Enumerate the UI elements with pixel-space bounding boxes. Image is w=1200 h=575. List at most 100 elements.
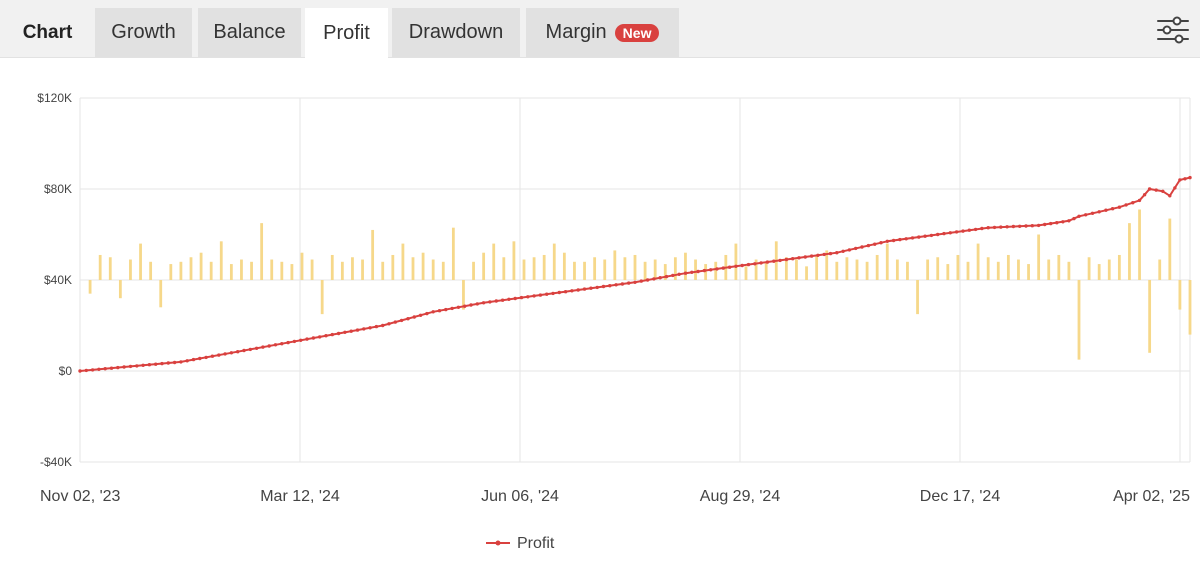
line-point	[645, 278, 650, 282]
tab-profit[interactable]: Profit	[305, 8, 388, 58]
bar	[240, 259, 243, 280]
line-point	[330, 332, 334, 337]
line-point	[128, 364, 133, 369]
line-point	[614, 283, 618, 287]
bar	[805, 266, 808, 280]
bar	[290, 264, 294, 280]
line-point	[198, 356, 202, 361]
line-point	[873, 242, 877, 246]
bar	[623, 257, 627, 280]
line-point	[355, 328, 360, 332]
chart-legend[interactable]: Profit	[486, 535, 555, 552]
line-point	[513, 296, 517, 301]
bar	[451, 227, 455, 280]
bar	[542, 254, 546, 280]
line-point	[601, 284, 606, 289]
y-axis: -$40K $0 $40K $80K $120K	[37, 91, 72, 469]
line-point	[992, 225, 997, 230]
line-point	[242, 348, 246, 353]
tab-balance[interactable]: Balance	[198, 8, 301, 57]
bar	[512, 241, 516, 280]
line-point	[658, 276, 662, 280]
line-point	[1147, 187, 1152, 191]
bar	[199, 252, 203, 280]
bar	[310, 259, 314, 280]
y-tick-label: -$40K	[40, 455, 72, 469]
line-point	[374, 324, 379, 329]
bar	[895, 259, 899, 280]
tab-margin[interactable]: Margin New	[526, 8, 679, 57]
bar	[411, 257, 415, 280]
line-point	[172, 360, 177, 365]
bar	[351, 257, 354, 280]
bar	[149, 261, 153, 280]
line-point	[292, 339, 297, 344]
line-point	[570, 289, 574, 293]
bar	[169, 264, 173, 280]
bar	[1087, 257, 1091, 280]
line-point	[368, 326, 372, 330]
bar	[260, 223, 264, 280]
x-axis: Nov 02, '23 Mar 12, '24 Jun 06, '24 Aug 29,…	[40, 488, 1190, 505]
bar	[562, 252, 566, 280]
legend-label-profit: Profit	[517, 535, 555, 552]
line-point	[784, 257, 789, 262]
line-point	[816, 253, 820, 257]
x-tick-label: Mar 12, '24	[260, 488, 340, 505]
line-point	[324, 334, 328, 338]
bar	[219, 241, 223, 280]
chart-tab-title: Chart	[22, 21, 73, 43]
bar-series	[88, 209, 1192, 360]
bar	[1158, 259, 1162, 280]
line-point	[835, 251, 839, 255]
line-point	[1173, 186, 1177, 190]
line-point	[97, 367, 101, 371]
bar	[502, 257, 506, 280]
line-point	[217, 353, 221, 357]
bar	[714, 261, 718, 280]
line-point	[1178, 178, 1182, 182]
bar	[229, 264, 233, 280]
bar	[472, 261, 475, 280]
line-point	[519, 295, 524, 300]
line-point	[841, 249, 845, 253]
line-point	[1030, 224, 1035, 228]
tab-growth[interactable]: Growth	[95, 8, 192, 57]
tab-growth-label: Growth	[111, 21, 176, 43]
chart-tab-bar: Chart Growth Balance Profit Drawdown Mar…	[0, 0, 1200, 58]
line-point	[418, 313, 423, 317]
line-point	[488, 300, 492, 304]
bar	[986, 257, 990, 280]
line-point	[437, 309, 442, 313]
sliders-icon[interactable]	[1156, 15, 1190, 45]
line-point	[778, 258, 782, 263]
bar	[118, 280, 122, 299]
bar	[1178, 280, 1182, 310]
bar	[673, 257, 677, 280]
line-point	[1188, 175, 1192, 180]
line-point	[797, 256, 801, 260]
bar	[320, 280, 324, 315]
line-point	[746, 262, 751, 267]
line-point	[343, 330, 347, 334]
line-point	[608, 284, 612, 288]
tab-drawdown[interactable]: Drawdown	[392, 8, 520, 57]
line-point	[822, 252, 826, 257]
bar	[643, 261, 647, 280]
bar	[1117, 254, 1121, 280]
bar	[1107, 259, 1111, 280]
line-point	[765, 260, 770, 264]
line-point	[633, 280, 637, 284]
line-point	[545, 292, 549, 296]
line-point	[204, 355, 208, 360]
line-point	[532, 294, 536, 298]
bar	[795, 259, 798, 280]
line-point	[406, 317, 410, 321]
bar	[885, 243, 889, 280]
line-point	[1131, 201, 1135, 205]
line-point	[595, 285, 599, 290]
line-point	[336, 331, 341, 336]
bar	[966, 261, 970, 280]
y-tick-label: $0	[59, 364, 73, 378]
line-point	[740, 263, 744, 268]
